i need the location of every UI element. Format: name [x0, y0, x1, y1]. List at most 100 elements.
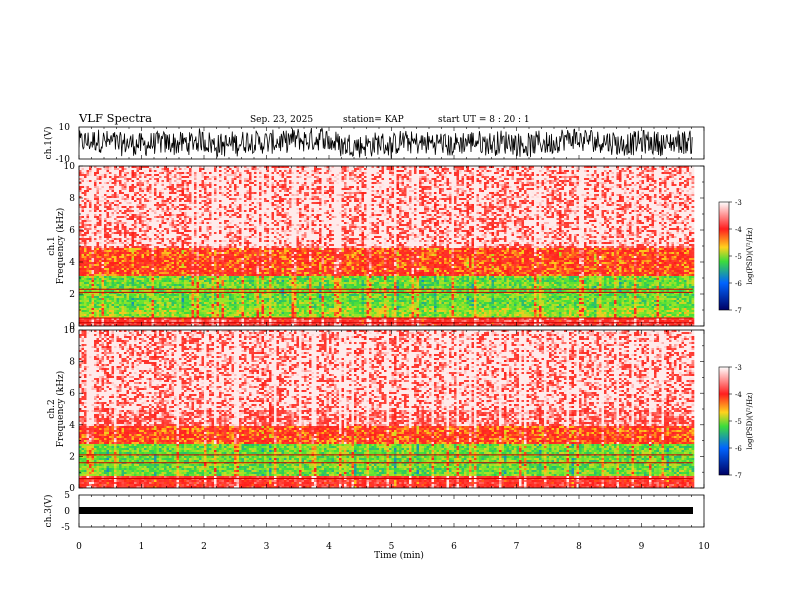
ch1-spectrogram-cell: [201, 242, 205, 245]
ch1-spectrogram-cell: [94, 264, 97, 267]
ch1-spectrogram-cell: [196, 192, 200, 195]
ch1-spectrogram-cell: [221, 296, 225, 299]
ch1-spectrogram-cell: [141, 180, 145, 183]
ch1-spectrogram-cell: [186, 222, 190, 225]
ch1-spectrogram-cell: [96, 298, 100, 301]
ch1-spectrogram-cell: [139, 202, 142, 205]
ch1-spectrogram-cell: [109, 214, 112, 217]
ch1-spectrogram-cell: [89, 202, 92, 205]
ch1-spectrogram-cell: [136, 206, 140, 209]
ch1-spectrogram-cell: [96, 168, 100, 171]
ch1-spectrogram-cell: [214, 270, 217, 273]
ch1-spectrogram-cell: [89, 272, 92, 275]
ch1-spectrogram-cell: [166, 184, 170, 187]
ch1-spectrogram-cell: [109, 234, 112, 237]
ch1-spectrogram-cell: [114, 274, 117, 277]
ch1-spectrogram-cell: [106, 230, 110, 233]
ch1-spectrogram-cell: [171, 182, 175, 185]
ch1-spectrogram-cell: [161, 292, 165, 295]
ch1-spectrogram-cell: [101, 234, 105, 237]
ch1-spectrogram-cell: [209, 232, 212, 235]
ch1-spectrogram-cell: [81, 218, 85, 221]
ch1-spectrogram-cell: [116, 170, 120, 173]
ch1-spectrogram-cell: [151, 218, 155, 221]
ch1-spectrogram-cell: [114, 238, 117, 241]
ch1-spectrogram-cell: [161, 204, 165, 207]
ch1-spectrogram-cell: [184, 236, 187, 239]
ch1-waveform-ticks: [78, 127, 705, 159]
ch1-spectrogram-cell: [194, 250, 197, 253]
ch1-spectrogram-cell: [204, 186, 207, 189]
ch1-spectrogram-cell: [159, 262, 162, 265]
ch1-spectrogram-cell: [81, 314, 85, 317]
ch1-spectrogram-cell: [106, 232, 110, 235]
ch1-spectrogram-cell: [126, 314, 130, 317]
ch1-spectrogram-cell: [199, 284, 202, 287]
ch1-spectrogram-cell: [201, 324, 205, 326]
ch1-spectrogram-cell: [114, 262, 117, 265]
ch1-spectrogram-cell: [186, 166, 190, 169]
ch1-spectrogram-cell: [121, 242, 125, 245]
ch1-spectrogram-cell: [89, 296, 92, 299]
ch1-spectrogram-cell: [221, 250, 225, 253]
ch1-spectrogram-cell: [224, 244, 227, 247]
ch1-spectrogram-cell: [94, 240, 97, 243]
ch1-spectrogram-cell: [91, 188, 95, 191]
ch1-spectrogram-cell: [179, 310, 182, 313]
ch1-spectrogram-cell: [231, 166, 235, 169]
ch1-spectrogram-cell: [154, 320, 157, 323]
ch1-spectrogram-cell: [229, 194, 232, 197]
ch1-spectrogram-cell: [116, 218, 120, 221]
ch1-spectrogram-cell: [229, 222, 232, 225]
ch1-spectrogram-cell: [134, 300, 137, 303]
ch1-spectrogram-cell: [199, 208, 202, 211]
ch1-spectrogram-cell: [121, 286, 125, 289]
ch1-spectrogram-cell: [169, 204, 172, 207]
ch1-spectrogram-cell: [151, 224, 155, 227]
ch1-spectrogram-cell: [131, 252, 135, 255]
ch1-spectrogram-cell: [86, 206, 90, 209]
ch1-spectrogram-cell: [199, 184, 202, 187]
ch1-spectrogram-cell: [119, 300, 122, 303]
ch1-spectrogram-cell: [224, 296, 227, 299]
ch1-spectrogram-cell: [111, 190, 115, 193]
ch1-spectrogram-cell: [151, 234, 155, 237]
ch1-spectrogram-cell: [211, 312, 215, 315]
ch1-spectrogram-cell: [81, 228, 85, 231]
ch1-spectrogram-cell: [94, 196, 97, 199]
ch1-spectrogram-cell: [221, 176, 225, 179]
ch1-spectrogram-cell: [104, 168, 107, 171]
ch1-spectrogram-cell: [151, 300, 155, 303]
ch1-spectrogram-cell: [184, 178, 187, 181]
ch1-spectrogram-cell: [209, 234, 212, 237]
ch1-spectrogram-cell: [119, 204, 122, 207]
ch1-spectrogram-cell: [94, 266, 97, 269]
ch1-spectrogram-cell: [209, 256, 212, 259]
ch1-spectrogram-cell: [141, 254, 145, 257]
ch1-spectrogram-cell: [141, 252, 145, 255]
ch1-spectrogram-cell: [191, 242, 195, 245]
ch1-spectrogram-cell: [96, 208, 100, 211]
ch1-spectrogram-cell: [91, 218, 95, 221]
ch1-spectrogram-cell: [124, 234, 127, 237]
ch1-spectrogram-cell: [94, 278, 97, 281]
ch1-spectrogram-cell: [81, 178, 85, 181]
ch1-spectrogram-cell: [229, 170, 232, 173]
ch1-spectrogram-cell: [124, 176, 127, 179]
ch1-spectrogram-cell: [224, 254, 227, 257]
ch1-spectrogram-cell: [81, 220, 85, 223]
ch1-spectrogram-cell: [226, 226, 230, 229]
ch1-spectrogram-cell: [101, 292, 105, 295]
ch1-spectrogram-cell: [226, 184, 230, 187]
ch1-spectrogram-cell: [194, 264, 197, 267]
ch1-spectrogram-cell: [171, 226, 175, 229]
ch1-spectrogram-cell: [79, 166, 82, 169]
ch1-spectrogram-cell: [91, 276, 95, 279]
ch1-spectrogram-cell: [164, 172, 167, 175]
ch1-spectrogram-cell: [149, 172, 152, 175]
ch1-spectrogram-cell: [131, 292, 135, 295]
ch1-spectrogram-cell: [81, 248, 85, 251]
ch1-spectrogram-cell: [219, 264, 222, 267]
ch1-spectrogram-cell: [224, 278, 227, 281]
ch1-spectrogram-cell: [139, 282, 142, 285]
